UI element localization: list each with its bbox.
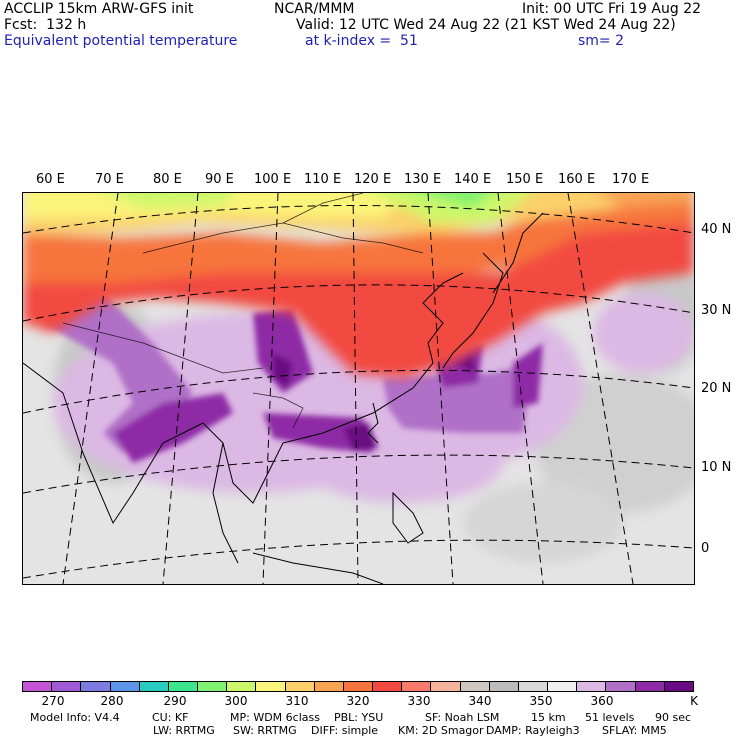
colorbar-label: 330 [407, 694, 431, 708]
lon-label: 160 E [558, 172, 596, 187]
colorbar-swatch [52, 682, 82, 691]
resolution: 15 km [531, 711, 566, 724]
colorbar-swatch [198, 682, 228, 691]
title-model: ACCLIP 15km ARW-GFS init [4, 1, 194, 17]
colorbar-swatch [81, 682, 111, 691]
lon-label: 110 E [304, 172, 342, 187]
colorbar-swatch [606, 682, 636, 691]
lon-label: 100 E [254, 172, 292, 187]
colorbar-label: 340 [468, 694, 492, 708]
theta-e-field [23, 193, 694, 584]
diff-scheme: DIFF: simple [311, 724, 379, 737]
damp-scheme: DAMP: Rayleigh3 [486, 724, 580, 737]
colorbar-swatch [489, 682, 519, 691]
lon-label: 170 E [612, 172, 650, 187]
lon-label: 120 E [354, 172, 392, 187]
colorbar-swatch [664, 682, 693, 691]
colorbar-label: 360 [590, 694, 614, 708]
lat-label: 10 N [701, 460, 732, 475]
pbl-scheme: PBL: YSU [334, 711, 384, 724]
colorbar-swatch [285, 682, 315, 691]
colorbar-swatch [460, 682, 490, 691]
mp-scheme: MP: WDM 6class [230, 711, 320, 724]
colorbar-swatch [227, 682, 257, 691]
colorbar-swatch [577, 682, 607, 691]
smoothing: sm= 2 [578, 33, 625, 49]
colorbar-label: 350 [529, 694, 553, 708]
colorbar-swatch [373, 682, 403, 691]
sw-scheme: SW: RRTMG [233, 724, 297, 737]
colorbar-label: 290 [163, 694, 187, 708]
colorbar-label: 300 [224, 694, 248, 708]
colorbar-swatch [548, 682, 578, 691]
lon-label: 140 E [454, 172, 492, 187]
colorbar-unit: K [690, 694, 698, 708]
lat-label: 30 N [701, 303, 732, 318]
sf-scheme: SF: Noah LSM [425, 711, 500, 724]
colorbar-swatch [518, 682, 549, 691]
colorbar-swatch [110, 682, 140, 691]
lon-label: 90 E [205, 172, 234, 187]
colorbar-swatch [343, 682, 374, 691]
lat-label: 0 [701, 541, 710, 556]
colorbar-swatch [635, 682, 665, 691]
field-name: Equivalent potential temperature [4, 33, 238, 49]
lon-label: 130 E [404, 172, 442, 187]
sflay-scheme: SFLAY: MM5 [602, 724, 667, 737]
title-org: NCAR/MMM [274, 1, 355, 17]
colorbar-swatch [139, 682, 169, 691]
colorbar-label: 310 [285, 694, 309, 708]
timestep: 90 sec [655, 711, 692, 724]
init-time: Init: 00 UTC Fri 19 Aug 22 [522, 1, 702, 17]
lat-label: 40 N [701, 222, 732, 237]
valid-time: Valid: 12 UTC Wed 24 Aug 22 (21 KST Wed … [296, 17, 676, 33]
lon-label: 80 E [153, 172, 182, 187]
levels: 51 levels [585, 711, 635, 724]
map-panel [22, 192, 695, 585]
lon-label: 150 E [506, 172, 544, 187]
cu-scheme: CU: KF [152, 711, 189, 724]
colorbar-swatch [431, 682, 461, 691]
km-scheme: KM: 2D Smagor [398, 724, 484, 737]
forecast-hour: Fcst: 132 h [4, 17, 87, 33]
colorbar-label: 270 [41, 694, 65, 708]
colorbar-label: 280 [100, 694, 124, 708]
colorbar-swatch [402, 682, 432, 691]
lw-scheme: LW: RRTMG [153, 724, 215, 737]
colorbar-swatch [168, 682, 199, 691]
lon-label: 70 E [95, 172, 124, 187]
level-index: at k-index = 51 [305, 33, 418, 49]
colorbar-swatch [23, 682, 53, 691]
colorbar [22, 681, 694, 692]
lat-label: 20 N [701, 381, 732, 396]
model-info: Model Info: V4.4 [30, 711, 120, 724]
colorbar-label: 320 [346, 694, 370, 708]
colorbar-swatch [314, 682, 344, 691]
colorbar-swatch [256, 682, 286, 691]
lon-label: 60 E [36, 172, 65, 187]
